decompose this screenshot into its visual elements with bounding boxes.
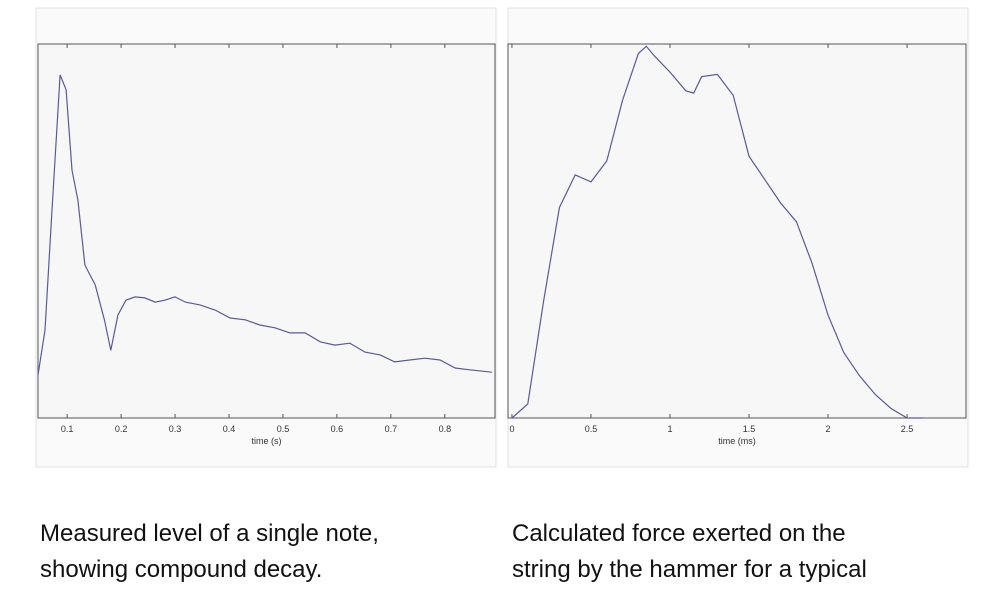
x-axis-label: time (ms) [718,436,756,446]
data-line [511,45,923,419]
x-tick-label: 0.7 [385,424,398,434]
x-tick-label: 2 [826,424,831,434]
plot-area [507,43,967,419]
x-tick-label: 1.5 [743,424,756,434]
plot-area [37,43,496,419]
x-tick-label: 0.6 [331,424,344,434]
x-tick-label: 0.5 [277,424,290,434]
x-tick-label: 0.4 [223,424,236,434]
caption-line: showing compound decay. [40,556,322,583]
x-axis-label: time (s) [252,436,282,446]
x-tick-label: 0.5 [585,424,598,434]
x-tick-label: 0.2 [115,424,128,434]
caption-line: Measured level of a single note, [40,520,379,547]
x-tick-label: 0.1 [61,424,74,434]
x-tick-label: 2.5 [901,424,914,434]
x-tick-label: 0.8 [439,424,452,434]
caption-line: string by the hammer for a typical [512,556,867,583]
x-tick-label: 0 [509,424,514,434]
data-line [37,74,492,376]
x-tick-label: 0.3 [169,424,182,434]
x-tick-label: 1 [667,424,672,434]
caption-line: Calculated force exerted on the [512,520,846,547]
